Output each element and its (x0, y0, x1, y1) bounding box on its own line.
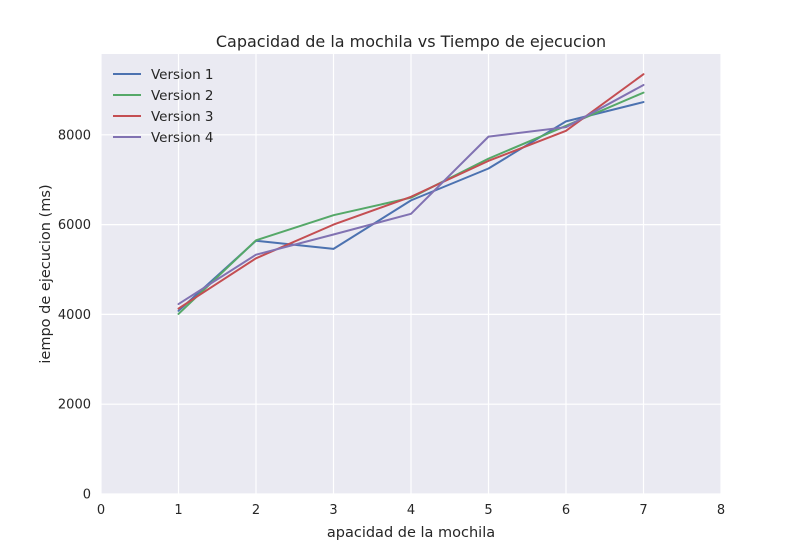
chart-title: Capacidad de la mochila vs Tiempo de eje… (216, 32, 606, 51)
x-tick-label: 0 (97, 503, 105, 518)
x-axis-label: apacidad de la mochila (327, 525, 495, 541)
x-tick-labels: 0 1 2 3 4 5 6 7 8 (97, 503, 725, 518)
legend-label-4: Version 4 (151, 130, 214, 146)
y-tick-label: 8000 (58, 128, 91, 143)
x-tick-label: 3 (329, 503, 337, 518)
x-tick-label: 5 (484, 503, 492, 518)
y-tick-label: 2000 (58, 398, 91, 413)
x-tick-label: 7 (639, 503, 647, 518)
x-tick-label: 1 (174, 503, 182, 518)
x-tick-label: 4 (407, 503, 415, 518)
y-tick-labels: 0 2000 4000 6000 8000 (58, 128, 91, 502)
y-tick-label: 4000 (58, 308, 91, 323)
legend-label-1: Version 1 (151, 67, 214, 83)
series-layer (177, 73, 645, 315)
x-tick-label: 8 (717, 503, 725, 518)
x-tick-label: 2 (252, 503, 260, 518)
y-axis-label: iempo de ejecucion (ms) (38, 184, 54, 363)
y-tick-label: 6000 (58, 218, 91, 233)
x-tick-label: 6 (562, 503, 570, 518)
y-tick-label: 0 (83, 488, 91, 503)
legend: Version 1 Version 2 Version 3 Version 4 (113, 67, 214, 146)
series-line-3 (177, 73, 645, 310)
grid-lines (100, 54, 722, 495)
series-line-4 (177, 83, 645, 306)
legend-label-2: Version 2 (151, 88, 214, 104)
legend-label-3: Version 3 (151, 109, 214, 125)
